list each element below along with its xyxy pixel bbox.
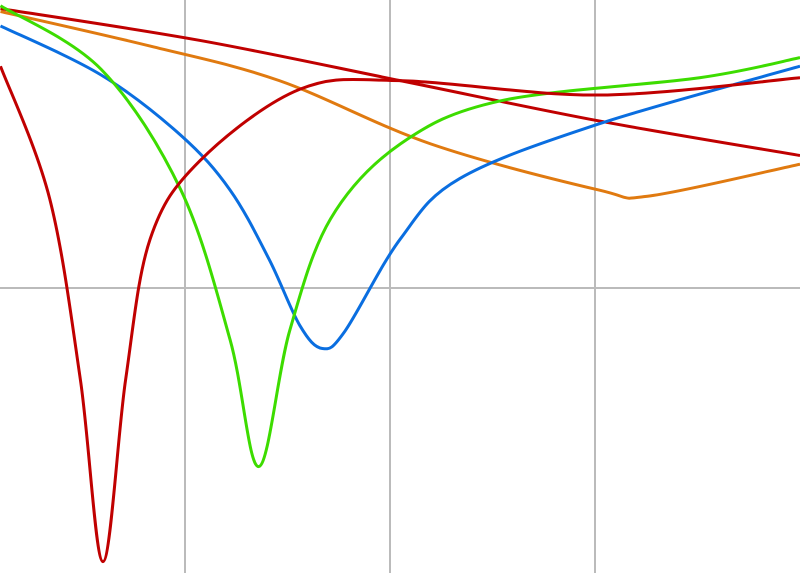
series-line-2 <box>0 10 800 200</box>
series-lines <box>0 4 800 564</box>
series-line-3 <box>0 24 800 351</box>
series-line-5 <box>0 65 800 564</box>
series-line-4 <box>0 4 800 469</box>
